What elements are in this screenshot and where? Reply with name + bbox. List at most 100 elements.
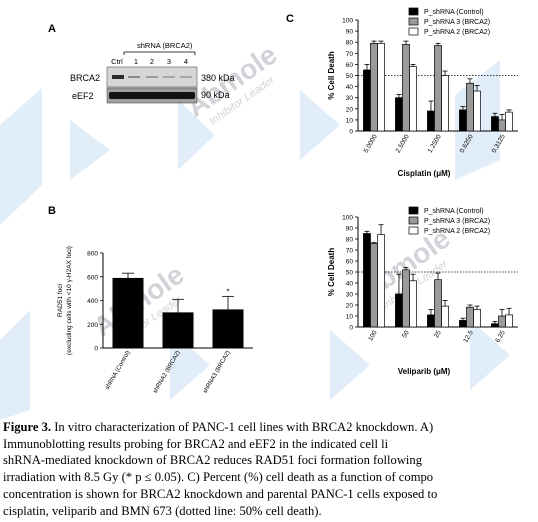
bar	[363, 69, 371, 132]
bar	[377, 42, 385, 132]
blot-row-label-brca2: BRCA2	[70, 73, 100, 83]
legend-label: P_shRNA 2 (BRCA2)	[424, 29, 490, 36]
y-axis-label: % Cell Death	[327, 51, 336, 100]
y-tick-label: 600	[87, 274, 98, 281]
blot-row-size-brca2: 380 kDa	[201, 73, 235, 83]
blot-brca2-band-1	[128, 76, 140, 78]
x-tick-label: 5.0000	[363, 133, 379, 154]
x-tick-label: shRNA3 (BRCA2)	[203, 350, 232, 395]
significance-marker: *	[226, 287, 229, 296]
y-tick-label: 30	[346, 95, 354, 102]
y-axis-label: RAD51 foci (excluding cells with <10 γ-H2…	[57, 246, 73, 355]
blot-brca2-band-2	[146, 76, 158, 78]
panel-label-c: C	[286, 13, 294, 25]
bar	[377, 234, 385, 328]
bar	[112, 277, 144, 348]
bar	[395, 293, 403, 328]
panel-label-a: A	[48, 23, 56, 35]
bar	[212, 309, 244, 348]
legend-label: P_shRNA 3 (BRCA2)	[424, 19, 490, 26]
legend-label: P_shRNA 2 (BRCA2)	[424, 228, 490, 235]
y-tick-label: 100	[342, 18, 353, 25]
blot-lane-label: 2	[150, 57, 154, 66]
bar	[491, 323, 499, 328]
legend-label: P_shRNA (Control)	[424, 208, 484, 215]
bar	[459, 109, 467, 132]
legend-swatch	[408, 27, 419, 36]
bar	[402, 44, 410, 132]
blot-lane-label: 3	[167, 57, 171, 66]
legend-swatch	[408, 206, 419, 215]
bar	[441, 305, 449, 328]
bar	[491, 116, 499, 132]
bar	[395, 97, 403, 132]
bar	[505, 111, 513, 132]
bar	[473, 309, 481, 328]
blot-row-size-eef2: 90 kDa	[201, 90, 230, 100]
bar	[441, 75, 449, 132]
blot-brca2-band-ctrl	[112, 75, 124, 79]
blot-brca2-band-3	[163, 76, 175, 78]
y-tick-label: 80	[346, 237, 354, 244]
y-tick-label: 0	[94, 346, 98, 353]
x-axis-label: Veliparib (μM)	[398, 367, 451, 376]
y-tick-label: 80	[346, 40, 354, 47]
caption-line-5: concentration is shown for BRCA2 knockdo…	[3, 486, 438, 501]
bar	[363, 233, 371, 328]
y-axis-label-line: RAD51 foci	[57, 284, 64, 317]
y-tick-label: 90	[346, 226, 354, 233]
blot-row-label-eef2: eEF2	[72, 91, 94, 101]
legend-swatch	[408, 7, 419, 16]
y-tick-label: 20	[346, 303, 354, 310]
bar	[498, 119, 506, 132]
legend-label: P_shRNA (Control)	[424, 9, 484, 16]
bar	[162, 312, 194, 348]
x-tick-label: shRNA (Control)	[105, 350, 132, 391]
legend-swatch	[408, 17, 419, 26]
bar	[402, 269, 410, 328]
caption-line-2: Immunoblotting results probing for BRCA2…	[3, 436, 389, 451]
figure-caption: Figure 3. In vitro characterization of P…	[3, 419, 535, 519]
caption-line-1: Figure 3. In vitro characterization of P…	[3, 419, 535, 436]
legend-swatch	[408, 226, 419, 235]
bar	[434, 279, 442, 328]
blot-lane-label: 1	[134, 57, 138, 66]
y-tick-label: 400	[87, 298, 98, 305]
chart-rad51-foci: 0 200 400 600 800 RAD51 foci (excluding cells …	[57, 246, 253, 395]
bar	[505, 314, 513, 328]
bar	[370, 42, 378, 132]
blot-lane-label: Ctrl	[111, 57, 123, 66]
bar	[409, 280, 417, 328]
bar	[459, 320, 467, 328]
legend-label: P_shRNA 3 (BRCA2)	[424, 218, 490, 225]
x-tick-label: 1.2500	[427, 133, 443, 154]
y-tick-label: 50	[346, 73, 354, 80]
y-tick-label: 70	[346, 248, 354, 255]
y-tick-label: 60	[346, 259, 354, 266]
x-axis-label: Cisplatin (μM)	[398, 169, 451, 178]
y-tick-label: 20	[346, 106, 354, 113]
x-tick-label: 6.25	[494, 329, 507, 344]
y-tick-label: 40	[346, 281, 354, 288]
x-tick-label: 2.5000	[395, 133, 411, 154]
x-tick-label: 100	[367, 329, 379, 342]
bar	[466, 306, 474, 328]
panel-label-b: B	[48, 205, 56, 217]
y-tick-label: 0	[349, 129, 353, 136]
caption-line-4: irradiation with 8.5 Gy (* p ≤ 0.05). C)…	[3, 470, 434, 485]
bar	[434, 45, 442, 132]
blot-lane-labels: Ctrl 1 2 3 4	[111, 57, 188, 66]
panel-a: A shRNA (BRCA2) Ctrl 1 2 3 4 BRCA2 eEF2 380 …	[48, 23, 235, 104]
legend: P_shRNA (Control) P_shRNA 3 (BRCA2) P_shRN…	[408, 206, 490, 235]
bar	[427, 110, 435, 132]
y-tick-label: 90	[346, 29, 354, 36]
y-tick-label: 30	[346, 292, 354, 299]
blot-group-label: shRNA (BRCA2)	[137, 41, 193, 50]
x-tick-label: 50	[401, 329, 411, 339]
y-axis-label-line: (excluding cells with <10 γ-H2AX foci)	[66, 246, 73, 355]
caption-line-6: cisplatin, veliparib and BMN 673 (dotted…	[3, 503, 322, 518]
x-tick-label: 25	[433, 329, 443, 339]
y-tick-label: 50	[346, 270, 354, 277]
y-tick-label: 10	[346, 314, 354, 321]
blot-lane-label: 4	[184, 57, 188, 66]
